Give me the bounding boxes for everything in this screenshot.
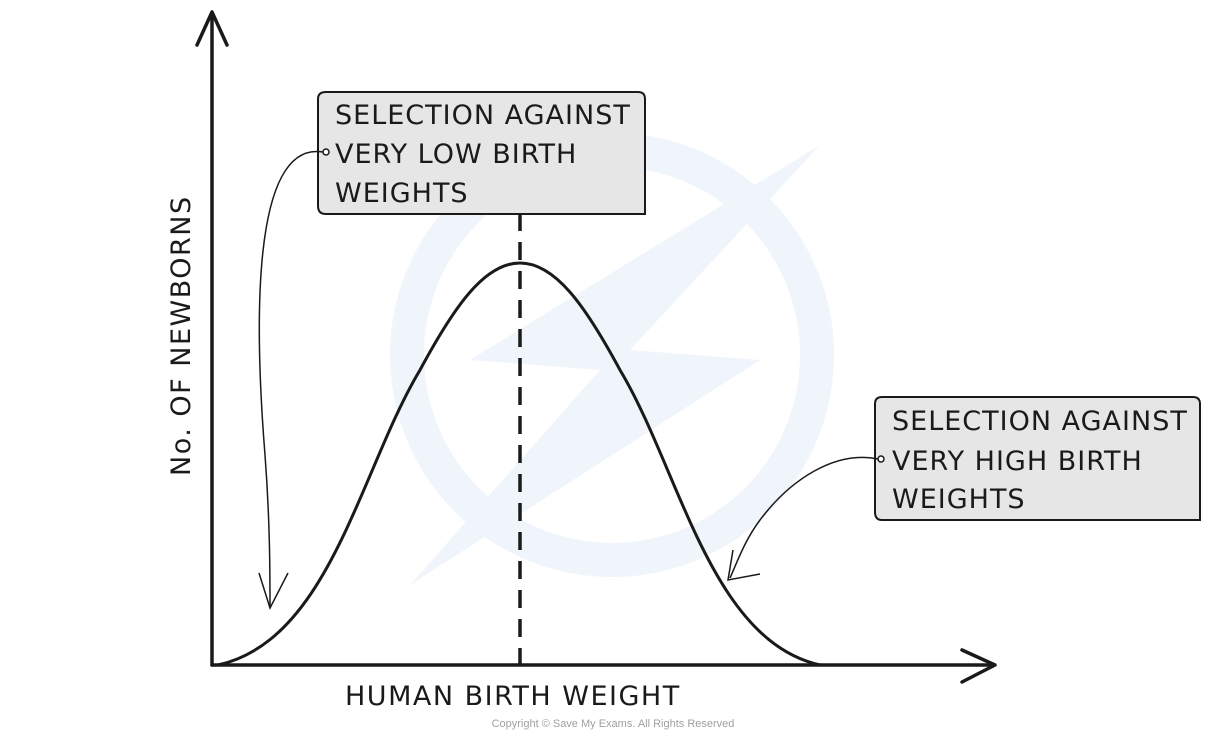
callout-line-1: SELECTION AGAINST <box>335 100 631 131</box>
callout-low-birth-weight: SELECTION AGAINST VERY LOW BIRTH WEIGHTS <box>258 91 646 610</box>
callout-arrowhead <box>727 549 761 581</box>
callout-arrow <box>729 456 879 579</box>
callout-pointer-dot <box>877 455 885 463</box>
callout-box <box>317 91 646 215</box>
callout-line-2: VERY HIGH BIRTH <box>892 446 1143 477</box>
axes <box>195 10 997 684</box>
callout-arrow <box>258 150 324 607</box>
copyright-text: Copyright © Save My Exams. All Rights Re… <box>492 718 735 730</box>
callout-line-1: SELECTION AGAINST <box>892 406 1188 437</box>
y-axis-arrowhead <box>195 10 229 47</box>
callout-high-birth-weight: SELECTION AGAINST VERY HIGH BIRTH WEIGHT… <box>727 396 1201 581</box>
callout-line-2: VERY LOW BIRTH <box>335 139 577 170</box>
callout-pointer-dot <box>322 148 330 156</box>
callout-arrowhead <box>258 572 289 610</box>
x-axis-arrowhead <box>960 648 997 684</box>
callout-line-3: WEIGHTS <box>335 178 469 209</box>
x-axis-label: HUMAN BIRTH WEIGHT <box>345 681 681 712</box>
bell-curve <box>217 261 821 667</box>
y-axis-label: No. OF NEWBORNS <box>166 195 197 476</box>
callout-line-3: WEIGHTS <box>892 484 1026 515</box>
callout-box <box>874 396 1201 521</box>
